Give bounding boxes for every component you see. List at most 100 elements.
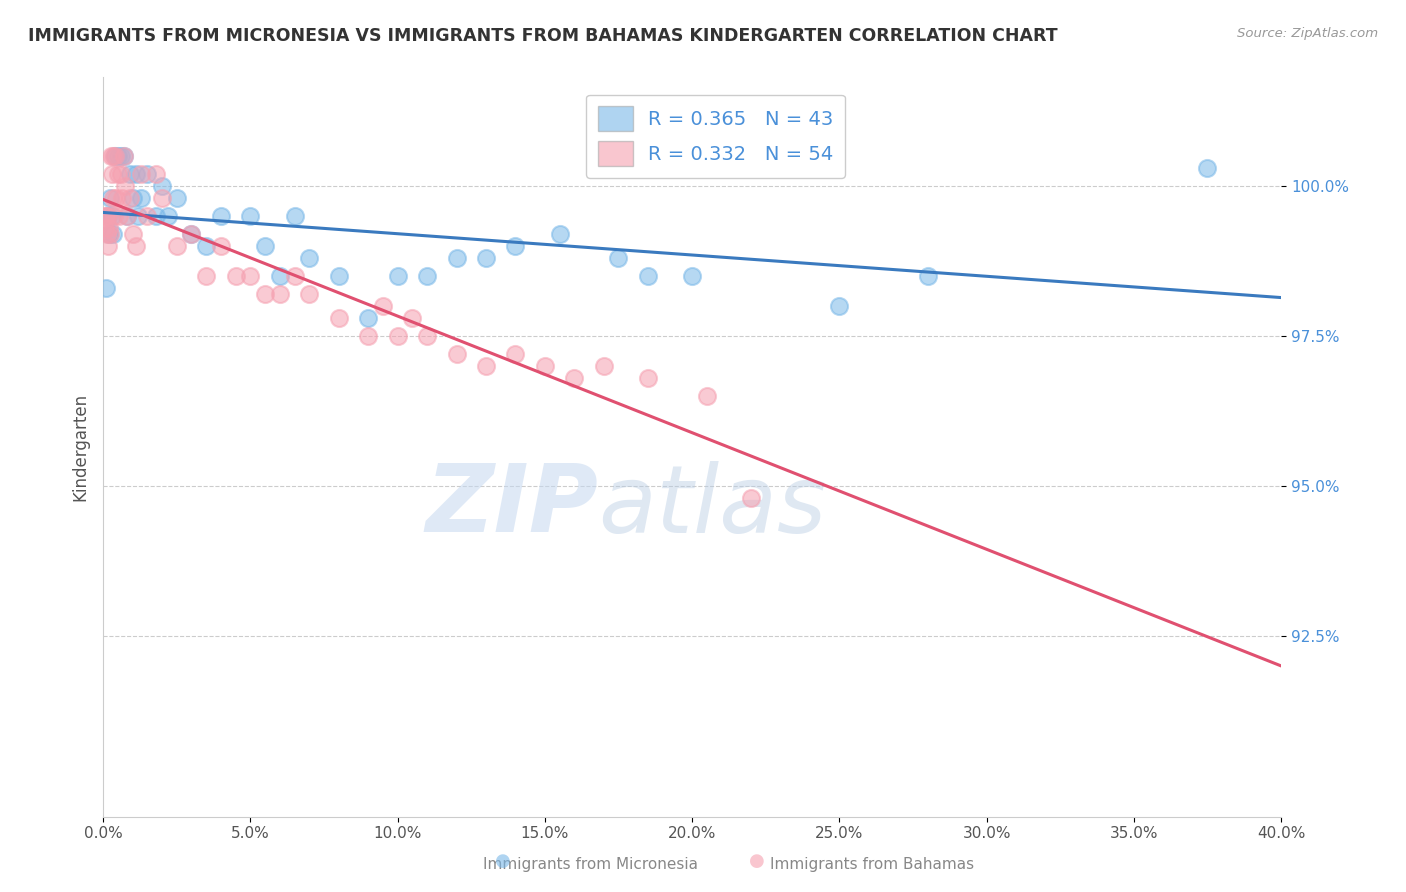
Point xyxy=(505,238,527,252)
Point xyxy=(118,191,141,205)
Point xyxy=(534,359,557,373)
Point xyxy=(269,286,291,301)
Point xyxy=(637,268,659,283)
Point xyxy=(637,371,659,385)
Text: ●: ● xyxy=(495,852,512,870)
Point xyxy=(209,209,232,223)
Point xyxy=(416,268,439,283)
Point xyxy=(156,209,179,223)
Point xyxy=(107,167,129,181)
Point xyxy=(475,359,498,373)
Point xyxy=(101,209,124,223)
Point xyxy=(283,209,305,223)
Text: Source: ZipAtlas.com: Source: ZipAtlas.com xyxy=(1237,27,1378,40)
Point xyxy=(505,347,527,361)
Point xyxy=(115,209,138,223)
Point xyxy=(115,209,138,223)
Point xyxy=(96,209,118,223)
Point xyxy=(681,268,703,283)
Point xyxy=(110,167,132,181)
Point xyxy=(110,148,132,162)
Point xyxy=(96,227,118,241)
Point xyxy=(124,238,146,252)
Point xyxy=(145,209,167,223)
Point xyxy=(371,299,394,313)
Point xyxy=(357,329,380,343)
Point xyxy=(100,148,122,162)
Text: Immigrants from Micronesia: Immigrants from Micronesia xyxy=(484,857,697,872)
Point xyxy=(98,227,121,241)
Point xyxy=(108,209,131,223)
Point xyxy=(548,227,571,241)
Point xyxy=(103,227,125,241)
Point xyxy=(239,268,262,283)
Point xyxy=(112,148,135,162)
Point xyxy=(283,268,305,283)
Point xyxy=(298,251,321,265)
Point xyxy=(103,209,125,223)
Point xyxy=(136,167,159,181)
Point xyxy=(107,148,129,162)
Point xyxy=(131,191,153,205)
Point xyxy=(111,191,134,205)
Point xyxy=(195,268,218,283)
Point xyxy=(446,347,468,361)
Point xyxy=(298,286,321,301)
Point xyxy=(401,310,423,325)
Point xyxy=(145,167,167,181)
Point xyxy=(101,167,124,181)
Point xyxy=(225,268,247,283)
Point xyxy=(97,209,120,223)
Point xyxy=(112,148,135,162)
Point xyxy=(328,268,350,283)
Point xyxy=(118,167,141,181)
Point xyxy=(96,238,118,252)
Point xyxy=(124,167,146,181)
Point xyxy=(100,191,122,205)
Point xyxy=(150,191,173,205)
Point xyxy=(387,329,409,343)
Point xyxy=(828,299,851,313)
Point xyxy=(114,178,136,193)
Point xyxy=(166,238,188,252)
Point xyxy=(269,268,291,283)
Point xyxy=(150,178,173,193)
Legend: R = 0.365   N = 43, R = 0.332   N = 54: R = 0.365 N = 43, R = 0.332 N = 54 xyxy=(586,95,845,178)
Text: IMMIGRANTS FROM MICRONESIA VS IMMIGRANTS FROM BAHAMAS KINDERGARTEN CORRELATION C: IMMIGRANTS FROM MICRONESIA VS IMMIGRANTS… xyxy=(28,27,1057,45)
Point xyxy=(592,359,614,373)
Text: Immigrants from Bahamas: Immigrants from Bahamas xyxy=(769,857,974,872)
Point xyxy=(136,209,159,223)
Point xyxy=(180,227,202,241)
Point xyxy=(121,227,143,241)
Point xyxy=(475,251,498,265)
Point xyxy=(696,389,718,403)
Point xyxy=(121,191,143,205)
Point xyxy=(195,238,218,252)
Point xyxy=(103,148,125,162)
Y-axis label: Kindergarten: Kindergarten xyxy=(72,393,89,501)
Point xyxy=(328,310,350,325)
Point xyxy=(209,238,232,252)
Point xyxy=(357,310,380,325)
Point xyxy=(166,191,188,205)
Point xyxy=(104,148,127,162)
Point xyxy=(101,191,124,205)
Point xyxy=(131,167,153,181)
Point xyxy=(446,251,468,265)
Point xyxy=(416,329,439,343)
Text: ●: ● xyxy=(748,852,765,870)
Point xyxy=(98,220,121,235)
Point xyxy=(1197,161,1219,175)
Point xyxy=(100,227,122,241)
Point xyxy=(105,191,128,205)
Point xyxy=(254,286,277,301)
Text: ZIP: ZIP xyxy=(425,460,598,552)
Point xyxy=(562,371,585,385)
Point xyxy=(239,209,262,223)
Point xyxy=(94,220,117,235)
Point xyxy=(94,281,117,295)
Point xyxy=(180,227,202,241)
Text: atlas: atlas xyxy=(598,460,827,551)
Point xyxy=(387,268,409,283)
Point xyxy=(127,209,149,223)
